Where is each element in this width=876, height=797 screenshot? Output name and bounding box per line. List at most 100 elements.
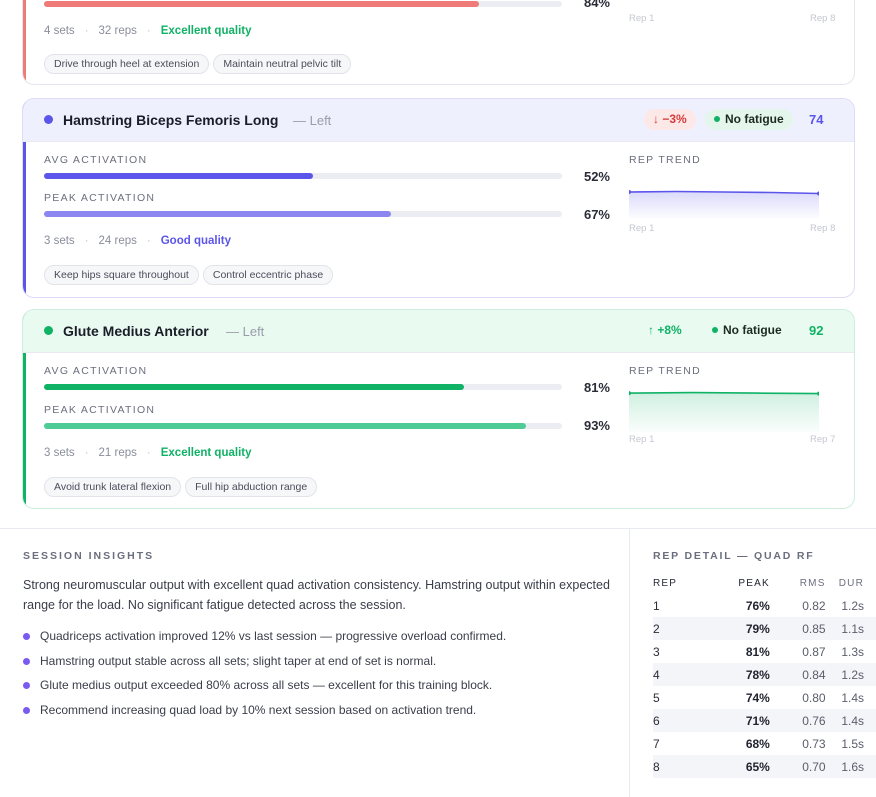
insight-item: Recommend increasing quad load by 10% ne… — [23, 703, 506, 728]
avg-activation-label: AVG ACTIVATION — [44, 154, 148, 166]
rep-duration: 1.1s — [825, 617, 876, 640]
insight-text: Quadriceps activation improved 12% vs la… — [40, 629, 507, 643]
col-header-peak: PEAK — [738, 578, 770, 589]
activation-score: 74 — [809, 112, 824, 127]
session-insights-title: SESSION INSIGHTS — [23, 550, 155, 562]
insight-item: Hamstring output stable across all sets;… — [23, 654, 506, 679]
muscle-card-hamstring[interactable]: Hamstring Biceps Femoris Long — Left ↓ −… — [22, 98, 855, 298]
rep-duration: 1.4s — [841, 690, 864, 705]
muscle-color-dot — [44, 115, 53, 124]
session-summary: Strong neuromuscular output with excelle… — [23, 578, 610, 612]
muscle-card-glute[interactable]: Glute Medius Anterior — Left ↑ +8% No fa… — [22, 309, 855, 509]
table-row[interactable]: 7 68% 0.73 1.5s — [653, 732, 876, 755]
rep-rms: 0.73 — [802, 736, 826, 751]
delta-badge: ↑ +8% — [648, 323, 682, 337]
rep-peak: 81% — [745, 644, 770, 659]
muscle-card-quad[interactable]: 84% Rep 1 Rep 8 4 sets · 32 reps · Excellent… — [22, 0, 855, 85]
card-accent-bar — [23, 310, 26, 508]
rep-peak: 78% — [695, 663, 770, 686]
rep-number: 3 — [653, 644, 660, 659]
trend-rep-start: Rep 1 — [629, 434, 655, 445]
activation-score: 92 — [809, 323, 824, 338]
bullet-dot — [23, 706, 30, 714]
rep-number: 5 — [653, 690, 660, 705]
rep-trend-sparkline[interactable] — [629, 178, 819, 218]
table-header-row: REP PEAK RMS DUR — [653, 573, 876, 594]
muscle-name: Glute Medius Anterior — [63, 323, 209, 339]
avg-activation-fill — [44, 384, 464, 390]
rep-duration: 1.2s — [825, 663, 876, 686]
peak-activation-label: PEAK ACTIVATION — [44, 404, 156, 416]
trend-area — [629, 392, 819, 432]
rep-rms: 0.84 — [769, 663, 826, 686]
sets-count: 3 sets — [44, 447, 75, 459]
trend-rep-start: Rep 1 — [629, 13, 655, 24]
trend-area — [629, 191, 819, 218]
table-row[interactable]: 6 71% 0.76 1.4s — [653, 709, 876, 732]
trend-endpoint — [629, 190, 631, 194]
set-meta: 3 sets · 21 reps · Excellent quality — [44, 447, 252, 459]
col-header-dur: DUR — [838, 578, 864, 589]
sets-count: 4 sets — [44, 25, 75, 37]
fatigue-status-dot — [712, 327, 718, 333]
rep-duration: 1.6s — [825, 755, 876, 778]
col-header-rep: REP — [653, 578, 678, 589]
peak-activation-fill — [44, 211, 392, 217]
rep-number: 4 — [653, 663, 696, 686]
section-divider — [0, 528, 876, 529]
cue-tag[interactable]: Keep hips square throughout — [44, 265, 199, 285]
rep-rms: 0.82 — [802, 598, 826, 613]
rep-peak: 71% — [695, 709, 770, 732]
trend-rep-end: Rep 7 — [810, 434, 836, 445]
cue-tag[interactable]: Avoid trunk lateral flexion — [44, 477, 182, 497]
card-accent-bar — [23, 0, 26, 84]
peak-activation-track — [44, 1, 562, 7]
quality-label: Excellent quality — [160, 25, 252, 37]
rep-rms: 0.70 — [769, 755, 826, 778]
table-row[interactable]: 3 81% 0.87 1.3s — [653, 640, 876, 663]
table-row[interactable]: 1 76% 0.82 1.2s — [653, 594, 876, 617]
rep-peak: 74% — [745, 690, 770, 705]
fatigue-badge: No fatigue — [705, 109, 793, 130]
fatigue-badge: No fatigue — [703, 320, 791, 341]
table-row[interactable]: 8 65% 0.70 1.6s — [653, 755, 876, 778]
quality-label: Excellent quality — [160, 447, 252, 459]
trend-endpoint — [629, 391, 631, 396]
fatigue-status-dot — [714, 116, 720, 122]
avg-activation-track — [44, 173, 562, 179]
rep-rms: 0.80 — [802, 690, 826, 705]
set-meta: 3 sets · 24 reps · Good quality — [44, 235, 232, 247]
card-header[interactable]: Glute Medius Anterior — Left ↑ +8% No fa… — [23, 310, 854, 353]
coaching-cues: Keep hips square throughout Control eccen… — [44, 265, 337, 285]
card-header[interactable]: Hamstring Biceps Femoris Long — Left ↓ −… — [23, 99, 854, 142]
rep-trend-sparkline[interactable] — [629, 384, 819, 432]
rep-rms: 0.87 — [802, 644, 826, 659]
cue-tag[interactable]: Maintain neutral pelvic tilt — [213, 54, 352, 74]
bullet-dot — [23, 682, 30, 690]
peak-activation-track — [44, 211, 562, 217]
rep-number: 1 — [653, 598, 660, 613]
col-header-rms: RMS — [799, 578, 826, 589]
rep-duration: 1.5s — [841, 736, 864, 751]
table-row[interactable]: 2 79% 0.85 1.1s — [653, 617, 876, 640]
rep-number: 6 — [653, 709, 696, 732]
cue-tag[interactable]: Full hip abduction range — [185, 477, 318, 497]
rep-number: 7 — [653, 736, 660, 751]
rep-detail-title: REP DETAIL — QUAD RF — [653, 550, 815, 562]
trend-rep-end: Rep 8 — [810, 13, 836, 24]
panel-divider — [629, 529, 630, 797]
avg-activation-track — [44, 384, 562, 390]
table-row[interactable]: 5 74% 0.80 1.4s — [653, 686, 876, 709]
sets-count: 3 sets — [44, 235, 75, 247]
rep-duration: 1.3s — [841, 644, 864, 659]
insight-text: Glute medius output exceeded 80% across … — [40, 678, 493, 693]
insight-list: Quadriceps activation improved 12% vs la… — [23, 629, 506, 727]
cue-tag[interactable]: Drive through heel at extension — [44, 54, 210, 74]
table-row[interactable]: 4 78% 0.84 1.2s — [653, 663, 876, 686]
avg-activation-value: 81% — [583, 380, 610, 395]
peak-activation-fill — [44, 1, 480, 7]
rep-detail-table: REP PEAK RMS DUR 1 76% 0.82 1.2s 2 79% 0.85 1.… — [653, 573, 876, 778]
avg-activation-value: 52% — [583, 169, 610, 184]
cue-tag[interactable]: Control eccentric phase — [202, 265, 334, 285]
reps-count: 32 reps — [98, 25, 137, 37]
